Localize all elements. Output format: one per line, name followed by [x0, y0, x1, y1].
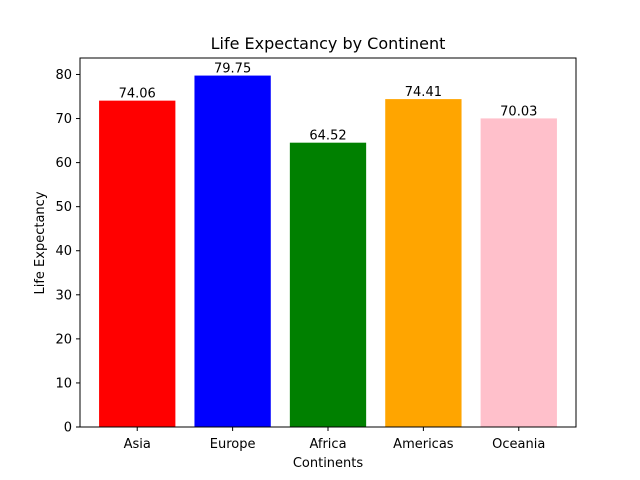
data-label-oceania: 70.03 — [500, 104, 537, 119]
chart-title: Life Expectancy by Continent — [211, 34, 446, 53]
x-tick-label-americas: Americas — [393, 437, 454, 452]
y-tick-label-70: 70 — [55, 112, 72, 127]
data-label-africa: 64.52 — [309, 129, 346, 144]
y-tick-label-0: 0 — [64, 421, 72, 436]
x-tick-label-africa: Africa — [309, 437, 346, 452]
y-tick-label-10: 10 — [55, 376, 72, 391]
x-axis-label: Continents — [293, 456, 364, 471]
x-tick-label-europe: Europe — [210, 437, 256, 452]
bar-americas — [385, 99, 462, 428]
y-axis-label: Life Expectancy — [33, 191, 48, 294]
y-tick-label-30: 30 — [55, 288, 72, 303]
bar-oceania — [480, 118, 557, 427]
y-tick-label-40: 40 — [55, 244, 72, 259]
y-tick-label-20: 20 — [55, 332, 72, 347]
y-tick-label-60: 60 — [55, 156, 72, 171]
x-tick-label-oceania: Oceania — [492, 437, 545, 452]
bar-asia — [99, 100, 176, 427]
plot-frame — [79, 57, 577, 428]
data-label-asia: 74.06 — [119, 87, 156, 102]
data-label-americas: 74.41 — [405, 85, 442, 100]
bar-europe — [194, 75, 271, 428]
y-tick-label-80: 80 — [55, 68, 72, 83]
y-tick-label-50: 50 — [55, 200, 72, 215]
x-tick-label-asia: Asia — [124, 437, 151, 452]
plot-area: 74.06 Asia 79.75 Europe 64.52 Africa 74.41 Amer… — [55, 57, 577, 452]
bar-africa — [289, 142, 367, 427]
data-label-europe: 79.75 — [214, 62, 251, 77]
